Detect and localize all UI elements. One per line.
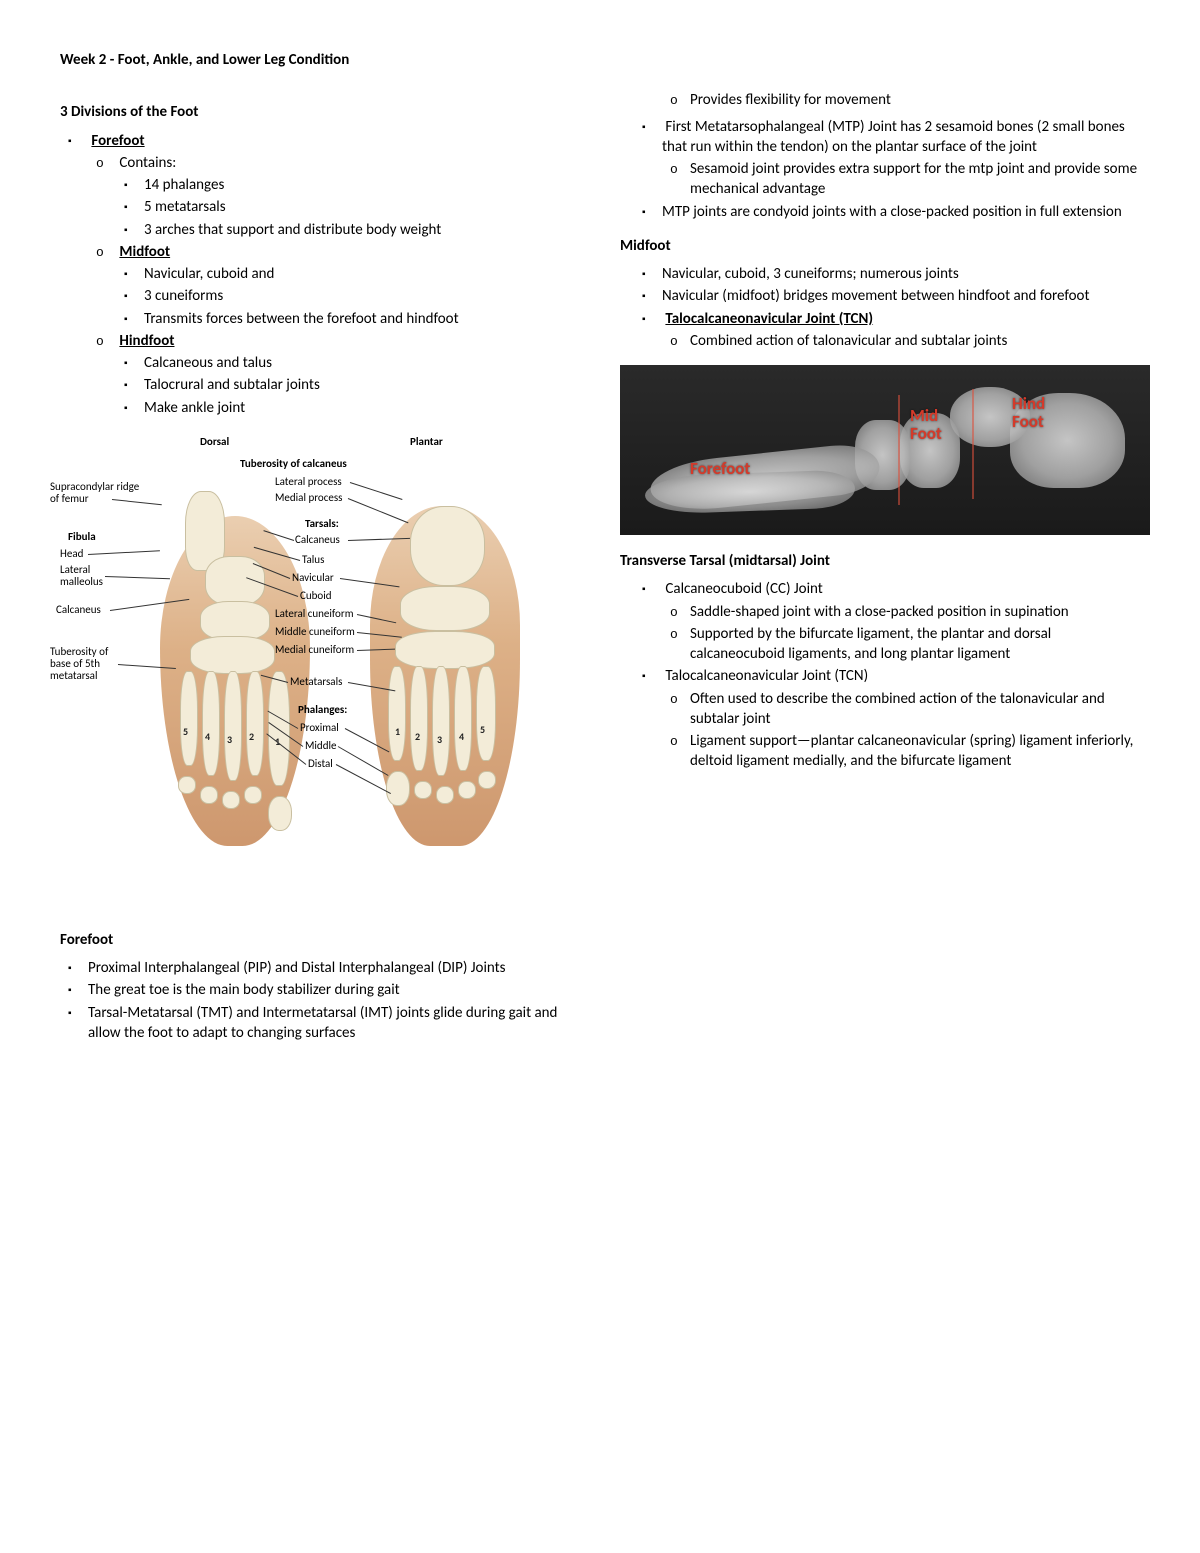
foot-anatomy-diagram: Dorsal Plantar Tuberosity of calcaneus 5: [50, 436, 550, 916]
diagram-label: Lateral process: [275, 476, 342, 488]
diagram-label: Calcaneus: [295, 534, 340, 546]
diagram-label: Middle cuneiform: [275, 626, 355, 638]
list-item: Saddle-shaped joint with a close-packed …: [690, 602, 1140, 622]
xray-divider: [898, 395, 900, 505]
list-item: Combined action of talonavicular and sub…: [690, 331, 1140, 351]
list-item: Transmits forces between the forefoot an…: [144, 309, 580, 329]
list-item: Often used to describe the combined acti…: [690, 689, 1140, 730]
tuberosity-calcaneus-label: Tuberosity of calcaneus: [240, 458, 347, 470]
list-item: MTP joints are condyoid joints with a cl…: [662, 202, 1140, 222]
list-item: Tarsal-Metatarsal (TMT) and Intermetatar…: [88, 1003, 580, 1044]
bone-shape: [436, 786, 454, 804]
diagram-label: Medial process: [275, 492, 342, 504]
bone-shape: [395, 631, 495, 669]
list-item: First Metatarsophalangeal (MTP) Joint ha…: [662, 118, 1125, 156]
bone-shape: [432, 666, 450, 776]
list-item: Provides flexibility for movement: [690, 90, 1140, 110]
xray-forefoot-tag: Forefoot: [690, 460, 750, 478]
diagram-label: Tarsals:: [305, 518, 339, 530]
list-item: 5 metatarsals: [144, 197, 580, 217]
bone-shape: [386, 771, 410, 806]
bone-shape: [410, 666, 428, 771]
forefoot-heading: Forefoot: [60, 930, 580, 950]
bone-shape: [244, 786, 262, 804]
list-item: Sesamoid joint provides extra support fo…: [690, 159, 1140, 200]
diagram-label: Navicular: [292, 572, 334, 584]
list-item: Navicular, cuboid and: [144, 264, 580, 284]
foot-xray-image: Forefoot MidFoot HindFoot: [620, 365, 1150, 535]
tcn-joint-label: Talocalcaneonavicular Joint (TCN): [665, 667, 868, 685]
midfoot-heading: Midfoot: [620, 236, 1140, 256]
list-item: 3 arches that support and distribute bod…: [144, 220, 580, 240]
list-item: Supported by the bifurcate ligament, the…: [690, 624, 1140, 665]
bone-shape: [180, 671, 198, 766]
diagram-label: Fibula: [68, 531, 96, 543]
midfoot-label: Midfoot: [119, 243, 170, 261]
tcn-label: Talocalcaneonavicular Joint (TCN): [665, 310, 873, 328]
diagram-label: Calcaneus: [56, 604, 101, 616]
bone-shape: [458, 781, 476, 799]
diagram-label: Proximal: [300, 722, 339, 734]
page-title: Week 2 - Foot, Ankle, and Lower Leg Cond…: [60, 50, 1140, 70]
diagram-label: Phalanges:: [298, 704, 347, 716]
hindfoot-label: Hindfoot: [119, 332, 174, 350]
bone-shape: [222, 791, 240, 809]
forefoot-label: Forefoot: [91, 132, 144, 150]
bone-shape: [454, 666, 472, 771]
diagram-label: Lateral cuneiform: [275, 608, 353, 620]
diagram-label: Metatarsals: [290, 676, 342, 688]
bone-shape: [224, 671, 242, 781]
bone-shape: [200, 601, 270, 641]
xray-divider: [972, 389, 974, 499]
bone-shape: [268, 796, 292, 831]
transverse-tarsal-heading: Transverse Tarsal (midtarsal) Joint: [620, 551, 1140, 571]
divisions-heading: 3 Divisions of the Foot: [60, 102, 580, 122]
left-column: 3 Divisions of the Foot Forefoot Contain…: [60, 88, 580, 1049]
diagram-label: Medial cuneiform: [275, 644, 354, 656]
list-item: 14 phalanges: [144, 175, 580, 195]
diagram-label: Cuboid: [300, 590, 332, 602]
list-item: Ligament support—plantar calcaneonavicul…: [690, 731, 1140, 772]
list-item: Talocrural and subtalar joints: [144, 375, 580, 395]
list-item: 3 cuneiforms: [144, 286, 580, 306]
diagram-label: Distal: [308, 758, 333, 770]
xray-hindfoot-tag: HindFoot: [1012, 395, 1062, 431]
list-item: Navicular (midfoot) bridges movement bet…: [662, 286, 1140, 306]
right-column: Provides flexibility for movement First …: [620, 88, 1140, 1049]
diagram-label: Talus: [302, 554, 324, 566]
list-item: Proximal Interphalangeal (PIP) and Dista…: [88, 958, 580, 978]
plantar-label: Plantar: [410, 436, 443, 448]
bone-shape: [478, 771, 496, 789]
bone-shape: [476, 666, 496, 761]
diagram-label: Middle: [305, 740, 337, 752]
contains-label: Contains:: [119, 154, 176, 172]
list-item: Calcaneous and talus: [144, 353, 580, 373]
page-columns: 3 Divisions of the Foot Forefoot Contain…: [60, 88, 1140, 1049]
bone-shape: [178, 776, 196, 794]
bone-shape: [246, 671, 264, 776]
bone-shape: [410, 506, 485, 586]
bone-shape: [400, 586, 490, 631]
list-item: Navicular, cuboid, 3 cuneiforms; numerou…: [662, 264, 1140, 284]
list-item: Make ankle joint: [144, 398, 580, 418]
bone-shape: [202, 671, 220, 776]
bone-shape: [414, 781, 432, 799]
cc-joint-label: Calcaneocuboid (CC) Joint: [665, 580, 822, 598]
list-item: The great toe is the main body stabilize…: [88, 980, 580, 1000]
bone-shape: [190, 636, 275, 674]
xray-midfoot-tag: MidFoot: [910, 407, 960, 443]
diagram-label: Head: [60, 548, 83, 560]
dorsal-label: Dorsal: [200, 436, 229, 448]
bone-shape: [200, 786, 218, 804]
bone-shape: [388, 666, 406, 761]
